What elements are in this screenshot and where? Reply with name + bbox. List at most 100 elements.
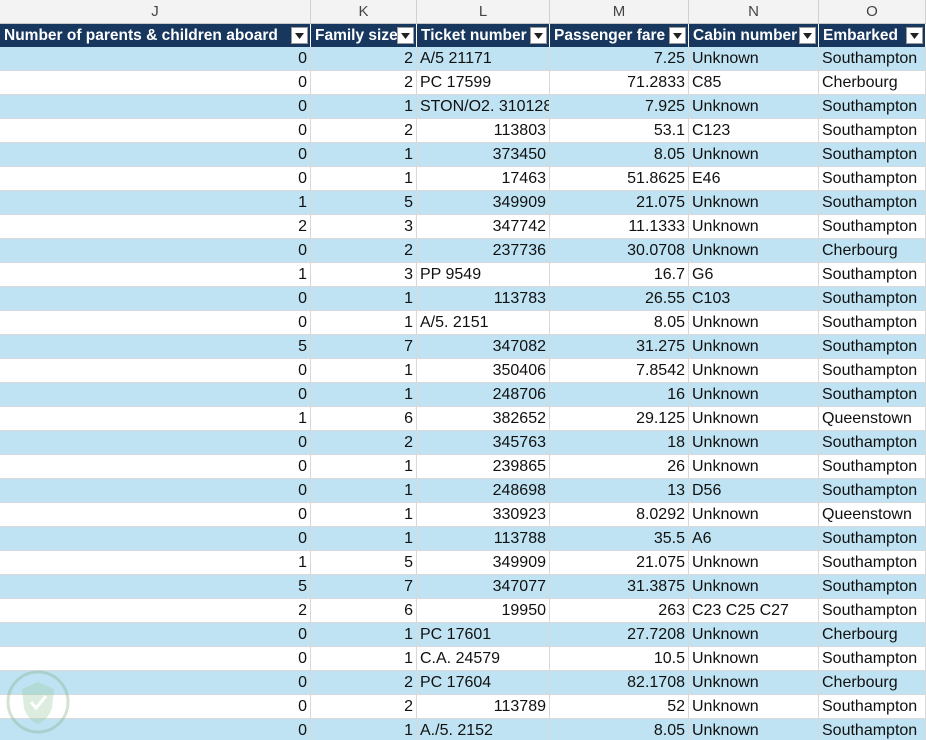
cell-passenger-fare[interactable]: 31.275 xyxy=(550,335,689,358)
cell-parents-children[interactable]: 1 xyxy=(0,191,311,214)
cell-embarked[interactable]: Southampton xyxy=(819,479,926,502)
cell-family-size[interactable]: 6 xyxy=(311,407,417,430)
cell-passenger-fare[interactable]: 7.925 xyxy=(550,95,689,118)
cell-cabin-number[interactable]: Unknown xyxy=(689,47,819,70)
header-cabin-number[interactable]: Cabin number xyxy=(689,24,819,47)
cell-family-size[interactable]: 1 xyxy=(311,719,417,740)
cell-family-size[interactable]: 2 xyxy=(311,71,417,94)
cell-family-size[interactable]: 1 xyxy=(311,359,417,382)
cell-embarked[interactable]: Southampton xyxy=(819,431,926,454)
cell-cabin-number[interactable]: G6 xyxy=(689,263,819,286)
cell-embarked[interactable]: Southampton xyxy=(819,335,926,358)
cell-cabin-number[interactable]: C85 xyxy=(689,71,819,94)
cell-family-size[interactable]: 1 xyxy=(311,647,417,670)
cell-family-size[interactable]: 1 xyxy=(311,527,417,550)
cell-ticket-number[interactable]: 350406 xyxy=(417,359,550,382)
cell-family-size[interactable]: 2 xyxy=(311,431,417,454)
header-parents-children[interactable]: Number of parents & children aboard xyxy=(0,24,311,47)
cell-embarked[interactable]: Queenstown xyxy=(819,407,926,430)
cell-ticket-number[interactable]: 113788 xyxy=(417,527,550,550)
cell-ticket-number[interactable]: 113789 xyxy=(417,695,550,718)
cell-family-size[interactable]: 1 xyxy=(311,503,417,526)
cell-passenger-fare[interactable]: 53.1 xyxy=(550,119,689,142)
cell-ticket-number[interactable]: 237736 xyxy=(417,239,550,262)
cell-passenger-fare[interactable]: 8.0292 xyxy=(550,503,689,526)
cell-passenger-fare[interactable]: 52 xyxy=(550,695,689,718)
cell-parents-children[interactable]: 0 xyxy=(0,719,311,740)
cell-embarked[interactable]: Southampton xyxy=(819,383,926,406)
cell-family-size[interactable]: 1 xyxy=(311,143,417,166)
cell-cabin-number[interactable]: C123 xyxy=(689,119,819,142)
cell-passenger-fare[interactable]: 71.2833 xyxy=(550,71,689,94)
cell-ticket-number[interactable]: 113803 xyxy=(417,119,550,142)
cell-embarked[interactable]: Southampton xyxy=(819,311,926,334)
cell-embarked[interactable]: Southampton xyxy=(819,191,926,214)
cell-embarked[interactable]: Southampton xyxy=(819,263,926,286)
cell-ticket-number[interactable]: 248706 xyxy=(417,383,550,406)
cell-cabin-number[interactable]: D56 xyxy=(689,479,819,502)
cell-passenger-fare[interactable]: 8.05 xyxy=(550,719,689,740)
cell-embarked[interactable]: Southampton xyxy=(819,167,926,190)
cell-passenger-fare[interactable]: 21.075 xyxy=(550,191,689,214)
cell-parents-children[interactable]: 0 xyxy=(0,167,311,190)
cell-embarked[interactable]: Cherbourg xyxy=(819,623,926,646)
cell-passenger-fare[interactable]: 21.075 xyxy=(550,551,689,574)
column-letter-k[interactable]: K xyxy=(311,0,417,23)
cell-ticket-number[interactable]: A/5. 2151 xyxy=(417,311,550,334)
cell-family-size[interactable]: 1 xyxy=(311,383,417,406)
cell-family-size[interactable]: 2 xyxy=(311,119,417,142)
cell-cabin-number[interactable]: Unknown xyxy=(689,407,819,430)
cell-embarked[interactable]: Cherbourg xyxy=(819,239,926,262)
cell-parents-children[interactable]: 0 xyxy=(0,503,311,526)
filter-dropdown-button[interactable] xyxy=(669,27,686,44)
cell-family-size[interactable]: 7 xyxy=(311,575,417,598)
cell-embarked[interactable]: Cherbourg xyxy=(819,71,926,94)
cell-parents-children[interactable]: 0 xyxy=(0,239,311,262)
cell-ticket-number[interactable]: PC 17599 xyxy=(417,71,550,94)
cell-cabin-number[interactable]: Unknown xyxy=(689,359,819,382)
cell-passenger-fare[interactable]: 16.7 xyxy=(550,263,689,286)
cell-embarked[interactable]: Southampton xyxy=(819,143,926,166)
cell-parents-children[interactable]: 0 xyxy=(0,647,311,670)
cell-passenger-fare[interactable]: 35.5 xyxy=(550,527,689,550)
cell-cabin-number[interactable]: Unknown xyxy=(689,623,819,646)
cell-passenger-fare[interactable]: 11.1333 xyxy=(550,215,689,238)
cell-passenger-fare[interactable]: 27.7208 xyxy=(550,623,689,646)
cell-parents-children[interactable]: 0 xyxy=(0,119,311,142)
cell-passenger-fare[interactable]: 26.55 xyxy=(550,287,689,310)
cell-cabin-number[interactable]: C103 xyxy=(689,287,819,310)
cell-cabin-number[interactable]: Unknown xyxy=(689,239,819,262)
cell-family-size[interactable]: 3 xyxy=(311,215,417,238)
cell-embarked[interactable]: Southampton xyxy=(819,287,926,310)
cell-cabin-number[interactable]: Unknown xyxy=(689,455,819,478)
cell-embarked[interactable]: Southampton xyxy=(819,551,926,574)
cell-parents-children[interactable]: 0 xyxy=(0,287,311,310)
filter-dropdown-button[interactable] xyxy=(799,27,816,44)
filter-dropdown-button[interactable] xyxy=(530,27,547,44)
cell-cabin-number[interactable]: Unknown xyxy=(689,695,819,718)
cell-embarked[interactable]: Southampton xyxy=(819,647,926,670)
cell-cabin-number[interactable]: Unknown xyxy=(689,383,819,406)
filter-dropdown-button[interactable] xyxy=(906,27,923,44)
cell-cabin-number[interactable]: Unknown xyxy=(689,575,819,598)
header-passenger-fare[interactable]: Passenger fare xyxy=(550,24,689,47)
column-letter-j[interactable]: J xyxy=(0,0,311,23)
header-family-size[interactable]: Family size xyxy=(311,24,417,47)
cell-parents-children[interactable]: 0 xyxy=(0,311,311,334)
cell-embarked[interactable]: Southampton xyxy=(819,527,926,550)
cell-parents-children[interactable]: 1 xyxy=(0,263,311,286)
cell-family-size[interactable]: 1 xyxy=(311,167,417,190)
cell-embarked[interactable]: Southampton xyxy=(819,47,926,70)
cell-cabin-number[interactable]: Unknown xyxy=(689,719,819,740)
cell-passenger-fare[interactable]: 26 xyxy=(550,455,689,478)
cell-parents-children[interactable]: 2 xyxy=(0,215,311,238)
cell-family-size[interactable]: 1 xyxy=(311,479,417,502)
header-ticket-number[interactable]: Ticket number xyxy=(417,24,550,47)
cell-passenger-fare[interactable]: 29.125 xyxy=(550,407,689,430)
cell-passenger-fare[interactable]: 8.05 xyxy=(550,143,689,166)
cell-parents-children[interactable]: 0 xyxy=(0,479,311,502)
cell-parents-children[interactable]: 0 xyxy=(0,95,311,118)
cell-embarked[interactable]: Southampton xyxy=(819,215,926,238)
column-letter-n[interactable]: N xyxy=(689,0,819,23)
cell-parents-children[interactable]: 0 xyxy=(0,671,311,694)
